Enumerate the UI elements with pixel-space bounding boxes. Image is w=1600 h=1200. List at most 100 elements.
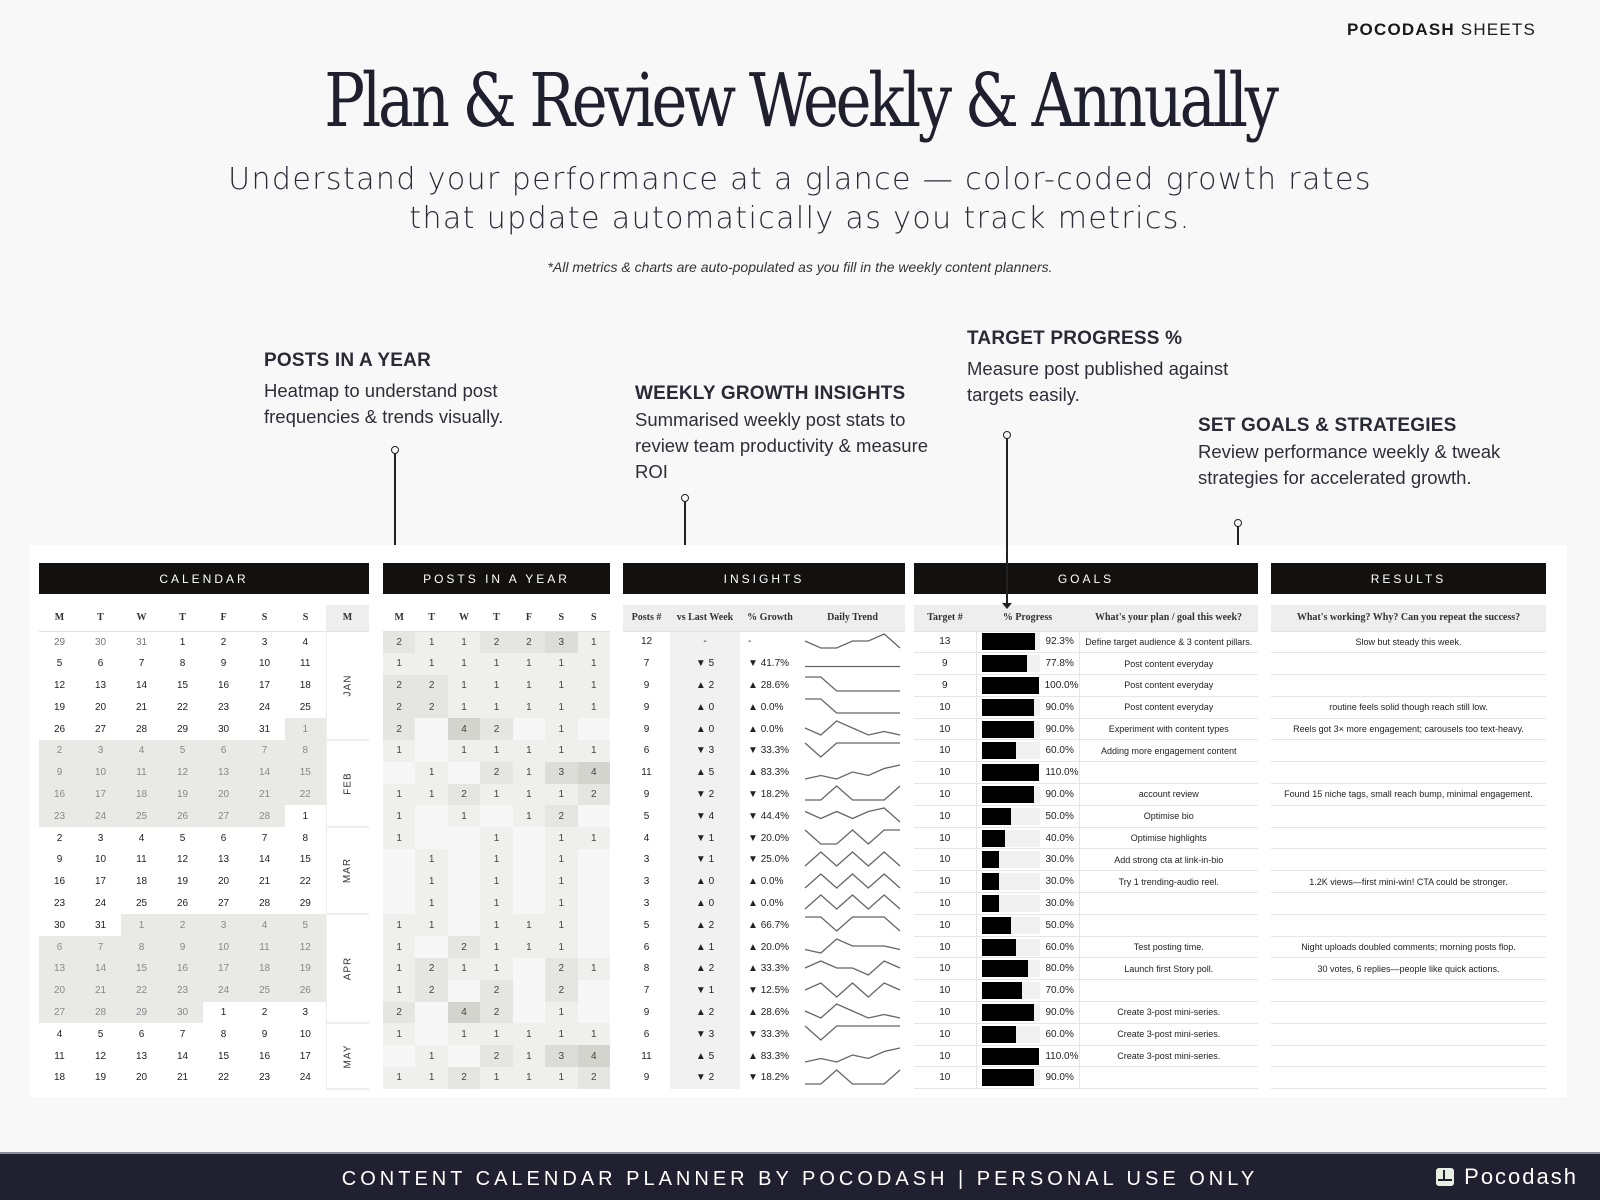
progress-track	[981, 1025, 1040, 1043]
footer-logo-text: Pocodash	[1464, 1164, 1578, 1189]
results-note[interactable]	[1271, 979, 1546, 1003]
calendar-day: 21	[135, 701, 148, 713]
growth-percent: ▼ 44.4%	[740, 805, 800, 827]
results-note[interactable]: Slow but steady this week.	[1271, 631, 1546, 654]
goals-row: 10 110.0% Create 3-post mini-series.	[914, 1045, 1258, 1068]
calendar-day: 8	[121, 936, 162, 958]
progress-bar: 92.3%	[977, 632, 1079, 653]
progress-fill	[981, 785, 1034, 803]
calendar-day: 12	[162, 761, 203, 784]
insights-column-header: % Growth	[740, 605, 800, 632]
results-note[interactable]	[1271, 892, 1546, 915]
results-note[interactable]	[1271, 761, 1546, 785]
weekly-plan[interactable]: Test posting time.	[1078, 936, 1258, 959]
calendar-day: 19	[285, 957, 326, 980]
calendar-day: 11	[136, 854, 147, 866]
results-note[interactable]	[1271, 1023, 1546, 1046]
progress-percent: 30.0%	[1045, 897, 1074, 909]
results-note[interactable]	[1271, 848, 1546, 872]
results-note[interactable]: 1.2K views—first mini-win! CTA could be …	[1271, 870, 1546, 894]
weekly-plan[interactable]: Adding more engagement content	[1078, 739, 1258, 763]
callout-body: Summarised weekly post stats to review t…	[635, 409, 929, 482]
results-note[interactable]: Found 15 niche tags, small reach bump, m…	[1271, 783, 1546, 806]
insights-row: 11 ▲ 5 ▲ 83.3%	[623, 761, 905, 784]
results-note[interactable]	[1271, 674, 1546, 697]
progress-bar: 80.0%	[977, 958, 1079, 979]
insights-row: 3 ▼ 1 ▼ 25.0%	[623, 848, 905, 871]
weekly-plan[interactable]: Add strong cta at link-in-bio	[1078, 848, 1258, 872]
heatmap-cell: 1	[577, 696, 610, 719]
heatmap-cell: 1	[480, 914, 513, 937]
progress-track	[981, 829, 1040, 847]
weekly-plan[interactable]	[1078, 1066, 1258, 1090]
calendar-day: 29	[53, 636, 66, 648]
weekly-plan[interactable]: Experiment with content types	[1078, 718, 1258, 741]
goals-panel: GOALS Target #% Progress What's your plan…	[914, 563, 1258, 1090]
calendar-day: 11	[300, 658, 311, 670]
weekly-plan[interactable]: Create 3-post mini-series.	[1078, 1023, 1258, 1046]
weekly-plan[interactable]: Create 3-post mini-series.	[1078, 1045, 1258, 1068]
footer-text: CONTENT CALENDAR PLANNER BY POCODASH | P…	[341, 1168, 1259, 1190]
heatmap-cell	[577, 914, 610, 937]
calendar-day: 5	[162, 739, 203, 762]
heatmap-cell: 2	[415, 674, 448, 697]
results-note[interactable]	[1271, 827, 1546, 850]
heatmap-cell	[415, 718, 448, 740]
weekday-header: M	[383, 605, 416, 632]
weekly-plan[interactable]	[1078, 761, 1258, 785]
results-note[interactable]	[1271, 739, 1546, 763]
weekday-header: S	[545, 605, 578, 632]
weekly-plan[interactable]: Post content everyday	[1078, 652, 1258, 676]
weekly-plan[interactable]: Post content everyday	[1078, 696, 1258, 719]
vs-last-week: ▼ 4	[670, 805, 740, 828]
goals-row: 10 60.0% Test posting time.	[914, 936, 1258, 959]
calendar-day: 4	[138, 832, 145, 844]
pocodash-logo-icon	[1436, 1168, 1455, 1186]
progress-percent: 50.0%	[1045, 810, 1074, 822]
weekly-plan[interactable]: Define target audience & 3 content pilla…	[1078, 631, 1258, 654]
results-note[interactable]: Night uploads doubled comments; morning …	[1271, 936, 1546, 959]
growth-value: 12.5%	[760, 985, 790, 997]
results-note[interactable]	[1271, 1045, 1546, 1068]
callout-set-goals: SET GOALS & STRATEGIES Review performanc…	[1198, 415, 1508, 491]
pointer-line	[1234, 519, 1242, 562]
results-note[interactable]: Reels got 3× more engagement; carousels …	[1271, 718, 1546, 741]
heatmap-cell: 1	[415, 652, 448, 675]
heatmap-cell: 1	[545, 892, 578, 915]
goals-row: 10 90.0%	[914, 1066, 1258, 1090]
progress-bar: 40.0%	[977, 828, 1079, 849]
calendar-week-row: 12 13 14 15 16 17 18	[39, 675, 369, 697]
calendar-week-row: 13 14 15 16 17 18 19	[39, 957, 369, 980]
calendar-day: 7	[80, 936, 121, 958]
month-label: FEB	[342, 772, 354, 795]
results-note[interactable]: routine feels solid though reach still l…	[1271, 696, 1546, 719]
growth-percent: ▼ 18.2%	[740, 1067, 800, 1089]
weekly-plan[interactable]: Optimise highlights	[1078, 827, 1258, 850]
results-note[interactable]	[1271, 805, 1546, 828]
sparkline-icon	[805, 785, 901, 802]
weekly-plan[interactable]: Create 3-post mini-series.	[1078, 1001, 1258, 1024]
weekly-plan[interactable]	[1078, 892, 1258, 915]
weekly-plan[interactable]: Try 1 trending-audio reel.	[1078, 870, 1258, 894]
weekly-plan[interactable]: Post content everyday	[1078, 674, 1258, 697]
heatmap-cell: 2	[545, 979, 578, 1002]
heatmap-cell	[415, 805, 448, 828]
insights-row: 12 - -	[623, 631, 905, 653]
calendar-day: 21	[258, 876, 271, 888]
weekly-plan[interactable]: account review	[1078, 783, 1258, 806]
results-note[interactable]: 30 votes, 6 replies—people like quick ac…	[1271, 957, 1546, 981]
weekly-plan[interactable]: Optimise bio	[1078, 805, 1258, 828]
daily-trend-sparkline	[800, 1045, 905, 1067]
weekly-plan[interactable]: Launch first Story poll.	[1078, 957, 1258, 981]
weekly-plan[interactable]	[1078, 914, 1258, 937]
weekly-plan[interactable]	[1078, 979, 1258, 1003]
results-note[interactable]	[1271, 1001, 1546, 1024]
results-note[interactable]	[1271, 1066, 1546, 1090]
sparkline-icon	[805, 916, 901, 933]
results-note[interactable]	[1271, 652, 1546, 676]
results-note[interactable]	[1271, 914, 1546, 937]
growth-percent: ▲ 33.3%	[740, 958, 800, 980]
heatmap-cell: 1	[383, 979, 416, 1002]
calendar-day: 22	[285, 783, 326, 806]
progress-fill	[981, 698, 1034, 716]
